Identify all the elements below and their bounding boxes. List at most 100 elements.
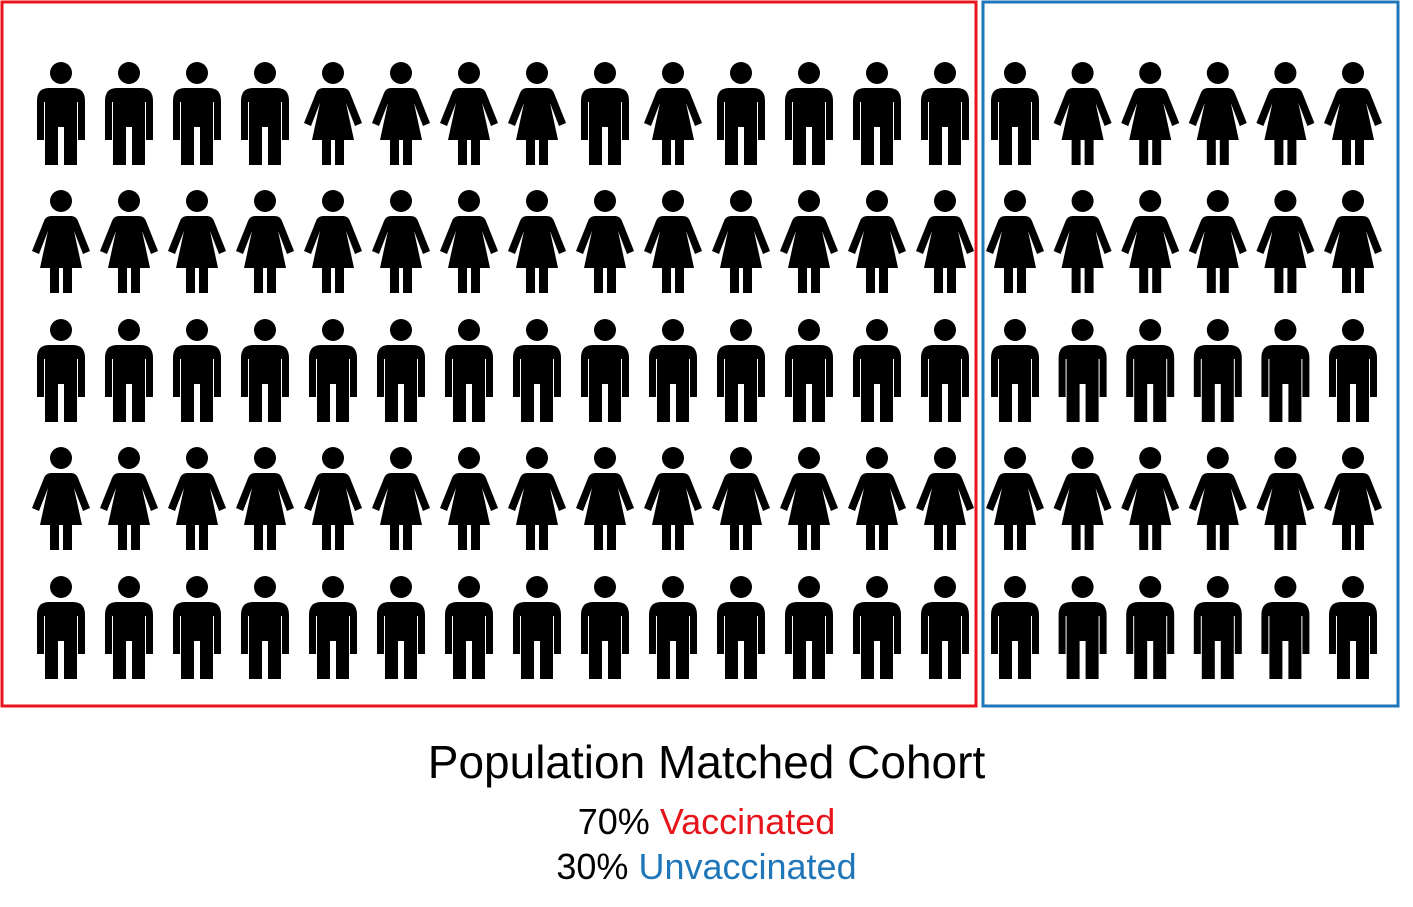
female-person-icon xyxy=(1053,190,1112,293)
cohort-diagram xyxy=(0,0,1400,708)
male-person-icon xyxy=(1261,319,1310,422)
male-person-icon xyxy=(921,319,969,422)
male-person-icon xyxy=(717,319,765,422)
female-person-icon xyxy=(508,190,566,293)
female-person-icon xyxy=(1121,62,1180,165)
male-person-icon xyxy=(105,62,153,165)
vaccinated-legend: 70% Vaccinated xyxy=(0,800,1413,844)
male-person-icon xyxy=(581,62,629,165)
female-person-icon xyxy=(576,447,634,550)
female-person-icon xyxy=(1324,447,1382,550)
female-person-icon xyxy=(372,190,430,293)
female-person-icon xyxy=(236,190,294,293)
male-person-icon xyxy=(105,576,153,679)
female-person-icon xyxy=(508,62,566,165)
male-person-icon xyxy=(37,62,85,165)
female-person-icon xyxy=(780,447,838,550)
male-person-icon xyxy=(445,319,493,422)
female-person-icon xyxy=(1121,447,1180,550)
female-person-icon xyxy=(32,190,90,293)
vaccinated-percent: 70% xyxy=(577,801,650,842)
male-person-icon xyxy=(1329,576,1377,679)
female-person-icon xyxy=(712,447,770,550)
female-person-icon xyxy=(1256,447,1315,550)
male-person-icon xyxy=(377,576,425,679)
female-person-icon xyxy=(1256,190,1315,293)
female-person-icon xyxy=(644,190,702,293)
male-person-icon xyxy=(173,319,221,422)
female-person-icon xyxy=(100,447,158,550)
female-person-icon xyxy=(168,447,226,550)
male-person-icon xyxy=(649,576,697,679)
female-person-icon xyxy=(1256,62,1315,165)
male-person-icon xyxy=(991,319,1039,422)
male-person-icon xyxy=(173,62,221,165)
female-person-icon xyxy=(168,190,226,293)
male-person-icon xyxy=(785,576,833,679)
female-person-icon xyxy=(304,62,362,165)
male-person-icon xyxy=(1193,319,1242,422)
male-person-icon xyxy=(921,576,969,679)
female-person-icon xyxy=(986,447,1044,550)
unvaccinated-percent: 30% xyxy=(556,846,629,887)
female-person-icon xyxy=(1121,190,1180,293)
female-person-icon xyxy=(644,447,702,550)
male-person-icon xyxy=(1261,576,1310,679)
female-person-icon xyxy=(440,447,498,550)
female-person-icon xyxy=(372,62,430,165)
female-person-icon xyxy=(304,190,362,293)
female-person-icon xyxy=(32,447,90,550)
female-person-icon xyxy=(372,447,430,550)
male-person-icon xyxy=(581,319,629,422)
person-icon-grid xyxy=(32,62,1382,679)
male-person-icon xyxy=(717,62,765,165)
male-person-icon xyxy=(581,576,629,679)
male-person-icon xyxy=(309,319,357,422)
female-person-icon xyxy=(440,62,498,165)
female-person-icon xyxy=(304,447,362,550)
male-person-icon xyxy=(37,319,85,422)
male-person-icon xyxy=(991,62,1039,165)
female-person-icon xyxy=(1324,190,1382,293)
female-person-icon xyxy=(1053,62,1112,165)
male-person-icon xyxy=(309,576,357,679)
male-person-icon xyxy=(377,319,425,422)
male-person-icon xyxy=(649,319,697,422)
male-person-icon xyxy=(1329,319,1377,422)
male-person-icon xyxy=(1193,576,1242,679)
male-person-icon xyxy=(241,62,289,165)
female-person-icon xyxy=(916,447,974,550)
female-person-icon xyxy=(1053,447,1112,550)
female-person-icon xyxy=(236,447,294,550)
male-person-icon xyxy=(921,62,969,165)
male-person-icon xyxy=(1126,576,1175,679)
male-person-icon xyxy=(1058,576,1107,679)
male-person-icon xyxy=(513,576,561,679)
female-person-icon xyxy=(916,190,974,293)
vaccinated-group-box xyxy=(0,0,978,708)
female-person-icon xyxy=(1188,190,1247,293)
male-person-icon xyxy=(717,576,765,679)
male-person-icon xyxy=(1058,319,1107,422)
unvaccinated-label: Unvaccinated xyxy=(638,846,857,887)
female-person-icon xyxy=(100,190,158,293)
female-person-icon xyxy=(848,447,906,550)
male-person-icon xyxy=(853,62,901,165)
male-person-icon xyxy=(445,576,493,679)
unvaccinated-legend: 30% Unvaccinated xyxy=(0,845,1413,889)
male-person-icon xyxy=(513,319,561,422)
unvaccinated-group-box xyxy=(981,0,1400,708)
male-person-icon xyxy=(173,576,221,679)
male-person-icon xyxy=(241,576,289,679)
male-person-icon xyxy=(1126,319,1175,422)
male-person-icon xyxy=(785,62,833,165)
female-person-icon xyxy=(1188,447,1247,550)
female-person-icon xyxy=(1324,62,1382,165)
female-person-icon xyxy=(508,447,566,550)
male-person-icon xyxy=(853,576,901,679)
male-person-icon xyxy=(991,576,1039,679)
vaccinated-label: Vaccinated xyxy=(659,801,836,842)
diagram-title: Population Matched Cohort xyxy=(427,736,986,788)
male-person-icon xyxy=(37,576,85,679)
female-person-icon xyxy=(986,190,1044,293)
